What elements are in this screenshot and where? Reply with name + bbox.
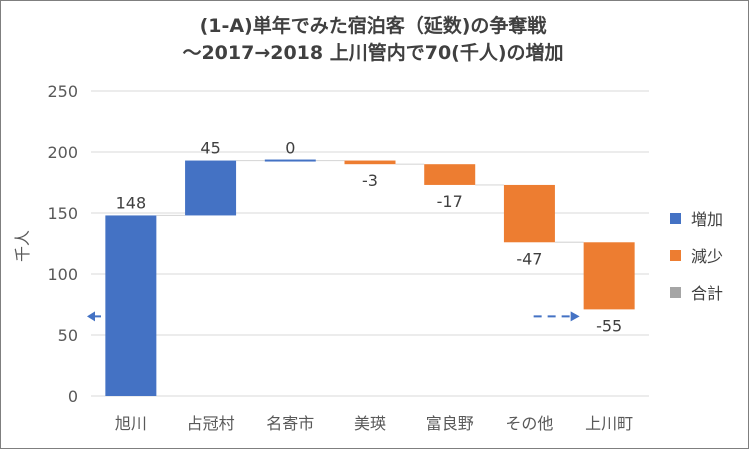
x-tick-label: 名寄市 [266, 414, 314, 433]
data-label: 0 [285, 139, 295, 158]
data-label: -55 [596, 316, 622, 335]
y-axis-label: 千人 [13, 230, 32, 262]
bar [344, 160, 396, 165]
right-arrow-marker [570, 311, 580, 322]
data-label: 45 [200, 139, 220, 158]
legend-label: 減少 [691, 247, 723, 266]
bar [185, 160, 237, 216]
legend-swatch [670, 250, 681, 261]
legend-swatch [670, 213, 681, 224]
legend-label: 合計 [691, 284, 723, 303]
legend-label: 増加 [691, 210, 723, 229]
bar [583, 242, 635, 310]
chart-title-line1: (1-A)単年でみた宿泊客（延数)の争奪戦 [200, 14, 547, 37]
bar [503, 184, 555, 243]
y-tick-label: 100 [47, 265, 78, 284]
bar [105, 215, 157, 396]
left-arrow-marker [87, 311, 95, 322]
x-tick-label: その他 [505, 414, 553, 433]
x-tick-label: 富良野 [426, 414, 474, 433]
y-tick-label: 50 [58, 326, 78, 345]
y-tick-label: 0 [68, 387, 78, 406]
x-tick-label: 美瑛 [354, 414, 386, 433]
data-label: -17 [437, 192, 463, 211]
bar [264, 159, 316, 162]
x-tick-label: 上川町 [585, 414, 633, 433]
data-label: -3 [362, 171, 378, 190]
data-label: 148 [116, 193, 147, 212]
x-tick-label: 占冠村 [187, 414, 235, 433]
y-tick-label: 150 [47, 204, 78, 223]
chart-title-line2: ～2017→2018 上川管内で70(千人)の増加 [182, 41, 563, 64]
y-tick-label: 250 [47, 82, 78, 101]
data-label: -47 [516, 249, 542, 268]
x-tick-label: 旭川 [115, 414, 147, 433]
y-tick-label: 200 [47, 143, 78, 162]
bar [424, 164, 476, 185]
legend-swatch [670, 287, 681, 298]
